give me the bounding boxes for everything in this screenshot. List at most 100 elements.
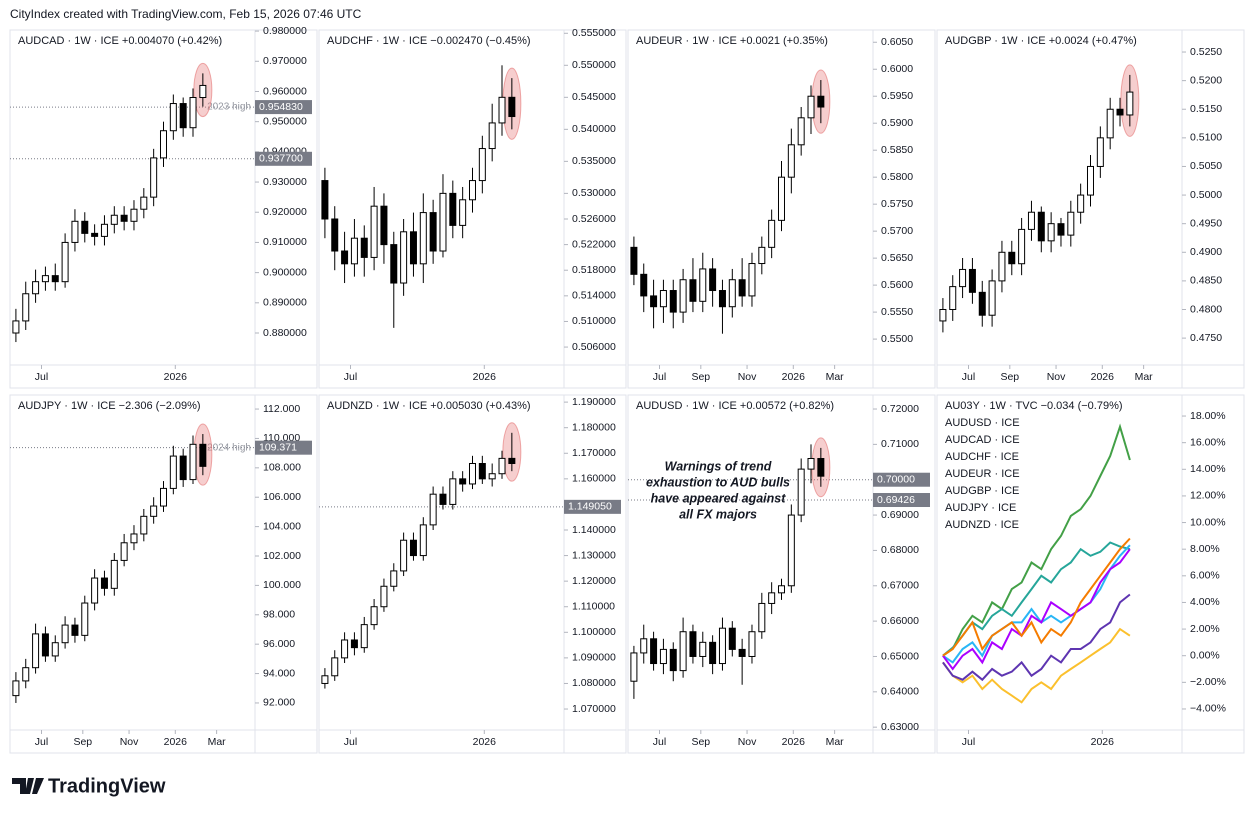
price-label: 1.149050 [568, 501, 612, 513]
y-tick-label: 4.00% [1190, 596, 1220, 608]
candle-body [1067, 211, 1075, 236]
candle-body [1116, 108, 1124, 116]
candle-body [51, 642, 59, 657]
y-tick-label: 0.506000 [572, 341, 616, 353]
candle-body [81, 220, 89, 234]
y-tick-label: 18.00% [1190, 410, 1226, 422]
y-tick-label: 0.5900 [881, 117, 913, 129]
candle-body [449, 192, 457, 226]
y-tick-label: 0.890000 [263, 297, 307, 309]
y-tick-label: 0.69000 [881, 509, 919, 521]
logo-text: TradingView [48, 775, 166, 797]
candle-body [400, 539, 408, 572]
y-tick-label: 102.000 [263, 550, 301, 562]
y-tick-label: 0.518000 [572, 264, 616, 276]
candle-body [478, 462, 486, 480]
candle-body [1126, 91, 1134, 116]
panel-border [9, 394, 318, 754]
x-tick-label: Jul [35, 736, 48, 748]
x-tick-label: Mar [826, 371, 845, 383]
annotation: Warnings of trend [665, 459, 772, 473]
candle-body [978, 291, 986, 316]
y-tick-label: 0.4750 [1190, 332, 1222, 344]
panel-border [936, 29, 1245, 389]
candle-body [959, 268, 967, 288]
candle-body [1106, 108, 1114, 139]
candle-body [140, 196, 148, 210]
chart-panel: AUDGBP · 1W · ICE +0.0024 (+0.47%) 0.5250… [936, 29, 1245, 389]
candle-body [32, 633, 40, 669]
candle-body [409, 231, 417, 265]
annotation: all FX majors [679, 507, 757, 521]
candle-body [179, 455, 187, 481]
y-tick-label: 96.000 [263, 638, 295, 650]
candle-body [61, 624, 69, 644]
candle-body [331, 657, 339, 677]
chart-title: AUDGBP · 1W · ICE +0.0024 (+0.47%) [945, 35, 1137, 47]
candle-body [748, 263, 756, 297]
y-tick-label: 0.5650 [881, 252, 913, 264]
candle-body [807, 95, 815, 119]
candle-body [130, 533, 138, 544]
candle-body [659, 648, 667, 665]
y-tick-label: 0.550000 [572, 59, 616, 71]
candle-body [718, 627, 726, 665]
candle-body [988, 280, 996, 316]
candle-body [169, 103, 177, 132]
candle-body [331, 218, 339, 252]
y-tick-label: 0.5600 [881, 279, 913, 291]
y-tick-label: 112.000 [263, 403, 300, 415]
candle-body [669, 290, 677, 313]
y-tick-label: 0.540000 [572, 123, 616, 135]
candle-body [679, 279, 687, 313]
candle-body [159, 487, 167, 507]
candle-body [777, 176, 785, 221]
y-tick-label: 0.950000 [263, 115, 307, 127]
price-box [255, 440, 312, 455]
y-tick-label: 0.6050 [881, 36, 913, 48]
legend-entry: AUDNZD · ICE [945, 519, 1019, 531]
candle-body [390, 570, 398, 587]
price-label: 0.937700 [259, 153, 303, 165]
legend-entry: AUDGBP · ICE [945, 485, 1019, 497]
candle-body [709, 641, 717, 665]
candle-body [679, 631, 687, 672]
y-tick-label: 92.000 [263, 697, 295, 709]
candle-body [777, 585, 785, 594]
series-line [942, 627, 1131, 704]
candle-body [1008, 251, 1016, 265]
y-tick-label: 1.090000 [572, 652, 616, 664]
y-tick-label: 0.980000 [263, 25, 307, 37]
candle-body [370, 205, 378, 258]
candle-body [640, 638, 648, 654]
x-tick-label: Sep [691, 371, 710, 383]
price-label: 0.954830 [259, 101, 303, 113]
y-tick-label: 1.140000 [572, 524, 616, 536]
candle-body [51, 275, 59, 283]
level-note: 2024 high [207, 442, 251, 453]
header-text: CityIndex created with TradingView.com, … [10, 7, 362, 21]
series-line [942, 544, 1131, 664]
candle-body [350, 237, 358, 265]
y-tick-label: 0.4950 [1190, 217, 1222, 229]
candle-body [91, 232, 99, 237]
y-tick-label: 0.72000 [881, 403, 919, 415]
price-box [873, 472, 930, 487]
candle-body [360, 237, 368, 258]
price-box [255, 151, 312, 166]
candle-body [169, 455, 177, 489]
candle-body [748, 631, 756, 657]
y-tick-label: 0.5750 [881, 198, 913, 210]
y-tick-label: 0.960000 [263, 85, 307, 97]
y-tick-label: 0.510000 [572, 315, 616, 327]
panel-border [936, 394, 1245, 754]
legend-entry: AUDUSD · ICE [945, 417, 1020, 429]
x-tick-label: 2026 [473, 371, 497, 383]
candle-body [439, 192, 447, 252]
chart-title: AUDJPY · 1W · ICE −2.306 (−2.09%) [18, 400, 201, 412]
x-tick-label: Nov [120, 736, 139, 748]
y-tick-label: 12.00% [1190, 490, 1226, 502]
chart-title: AUDNZD · 1W · ICE +0.005030 (+0.43%) [327, 400, 531, 412]
candle-body [787, 514, 795, 587]
candle-body [768, 219, 776, 248]
